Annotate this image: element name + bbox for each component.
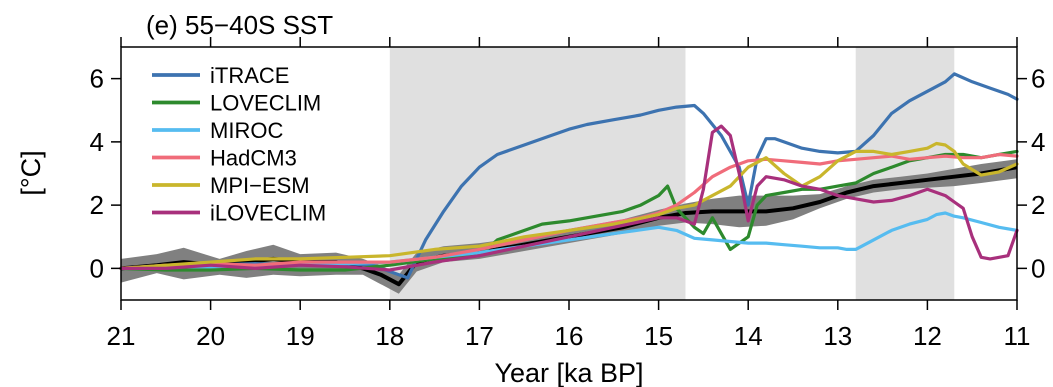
- series-line-hadcm3: [119, 152, 1019, 270]
- y-tick-label-left: 4: [90, 127, 104, 157]
- x-tick-label: 19: [286, 321, 315, 351]
- legend-label: iTRACE: [210, 63, 289, 88]
- y-tick-label-right: 4: [1031, 127, 1045, 157]
- series-line-loveclim: [119, 149, 1019, 272]
- x-tick-label: 21: [107, 321, 136, 351]
- x-axis: 21 20 19 18 17 16 15 14 13 12 11: [107, 37, 1031, 351]
- chart-title: (e) 55−40S SST: [146, 10, 333, 40]
- y-tick-label-left: 0: [90, 253, 104, 283]
- y-tick-label-left: 2: [90, 190, 104, 220]
- x-tick-label: 13: [823, 321, 852, 351]
- series-line-iloveclim: [119, 124, 1019, 272]
- y-tick-label-right: 0: [1031, 253, 1045, 283]
- y-tick-label-left: 6: [90, 64, 104, 94]
- series-line-mpi-esm: [119, 141, 1019, 270]
- x-tick-label: 18: [375, 321, 404, 351]
- legend-label: LOVECLIM: [210, 91, 321, 116]
- y-tick-label-right: 6: [1031, 64, 1045, 94]
- x-tick-label: 17: [465, 321, 494, 351]
- legend-label: iLOVECLIM: [210, 201, 326, 226]
- y-axis-label: [°C]: [16, 150, 46, 195]
- series-line-itrace: [119, 72, 1019, 280]
- y-axis-right: 0 2 4 6: [1017, 64, 1045, 283]
- x-tick-label: 11: [1004, 321, 1031, 351]
- x-axis-label: Year [ka BP]: [494, 358, 643, 387]
- y-tick-label-right: 2: [1031, 190, 1045, 220]
- x-tick-label: 12: [913, 321, 942, 351]
- x-tick-label: 14: [734, 321, 763, 351]
- legend-label: MIROC: [210, 118, 283, 143]
- y-axis-left: 0 2 4 6: [90, 64, 121, 283]
- reconstruction-uncertainty-band: [121, 159, 1017, 294]
- x-tick-label: 16: [555, 321, 584, 351]
- x-tick-label: 15: [644, 321, 673, 351]
- legend-label: HadCM3: [210, 146, 297, 171]
- model-series: [119, 72, 1019, 280]
- x-tick-label: 20: [196, 321, 225, 351]
- legend-label: MPI−ESM: [210, 173, 310, 198]
